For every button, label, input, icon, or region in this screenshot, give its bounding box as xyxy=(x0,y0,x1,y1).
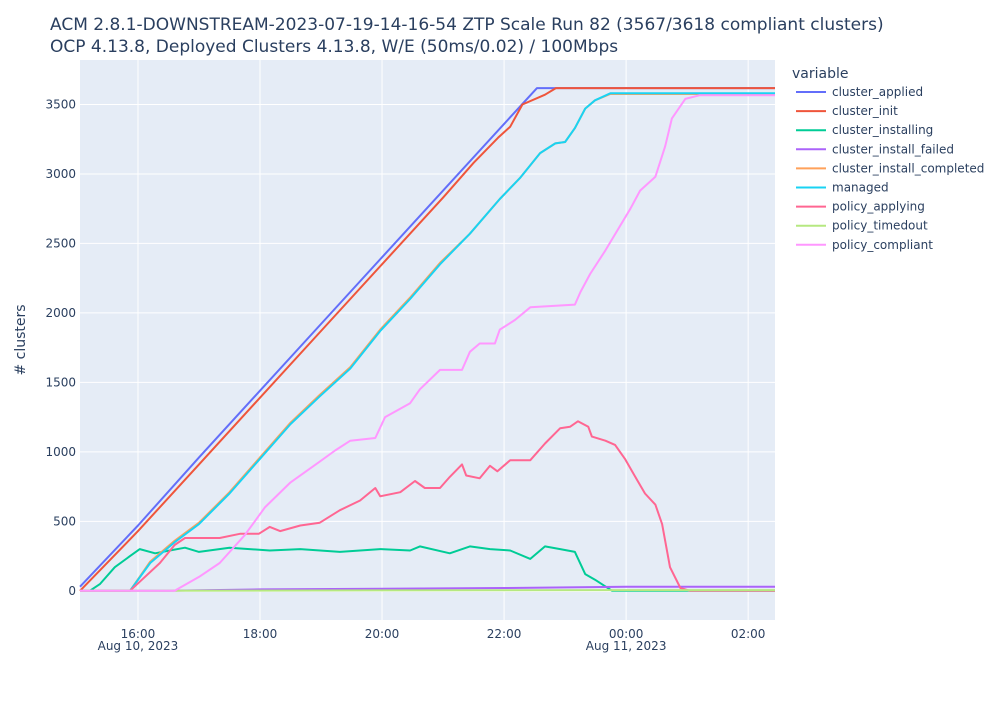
x-tick-date: Aug 11, 2023 xyxy=(586,639,667,653)
series-line-policy_applying xyxy=(80,420,775,592)
legend-label: cluster_install_failed xyxy=(832,142,954,156)
y-tick-label: 2500 xyxy=(45,236,76,250)
legend-label: policy_applying xyxy=(832,200,925,214)
gridlines xyxy=(80,60,775,620)
legend: cluster_applied cluster_init cluster_insta… xyxy=(796,85,984,252)
y-tick-label: 3000 xyxy=(45,167,76,181)
y-tick-label: 500 xyxy=(53,514,76,528)
legend-label: policy_compliant xyxy=(832,238,933,252)
x-tick-label: 22:00 xyxy=(487,627,522,641)
series-lines xyxy=(79,87,775,592)
series-line-policy_compliant xyxy=(80,94,775,592)
x-tick-label: 00:00 xyxy=(609,627,644,641)
chart-title: ACM 2.8.1-DOWNSTREAM-2023-07-19-14-16-54… xyxy=(50,15,884,35)
x-tick-label: 18:00 xyxy=(243,627,278,641)
x-tick-label: 20:00 xyxy=(365,627,400,641)
series-line-policy_timedout xyxy=(79,589,775,592)
legend-label: policy_timedout xyxy=(832,219,928,233)
x-tick-date: Aug 10, 2023 xyxy=(98,639,179,653)
y-tick-label: 0 xyxy=(68,584,76,598)
legend-label: cluster_applied xyxy=(832,85,923,99)
series-line-cluster_init xyxy=(79,87,775,592)
legend-label: managed xyxy=(832,181,889,195)
y-tick-label: 1000 xyxy=(45,445,76,459)
chart-subtitle: OCP 4.13.8, Deployed Clusters 4.13.8, W/… xyxy=(50,37,618,57)
y-tick-label: 2000 xyxy=(45,306,76,320)
legend-label: cluster_install_completed xyxy=(832,161,984,175)
x-tick-label: 16:00 xyxy=(121,627,156,641)
y-tick-label: 3500 xyxy=(45,97,76,111)
series-line-cluster_installing xyxy=(80,545,775,592)
legend-label: cluster_init xyxy=(832,104,898,118)
legend-label: cluster_installing xyxy=(832,123,933,137)
y-axis-label: # clusters xyxy=(13,304,29,375)
y-tick-label: 1500 xyxy=(45,375,76,389)
x-tick-label: 02:00 xyxy=(731,627,766,641)
series-line-managed xyxy=(80,92,775,592)
legend-title: variable xyxy=(792,66,848,82)
